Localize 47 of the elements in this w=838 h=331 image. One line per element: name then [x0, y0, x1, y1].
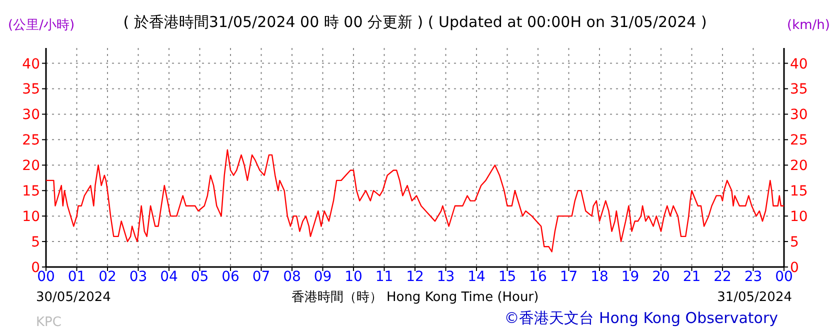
xtick: 20 — [652, 269, 670, 285]
y2tick: 25 — [790, 132, 808, 149]
ytick: 10 — [22, 209, 40, 226]
ytick: 5 — [31, 234, 40, 251]
xtick: 15 — [498, 269, 516, 285]
y2tick: 30 — [790, 107, 808, 124]
xtick: 06 — [222, 269, 240, 285]
xtick: 14 — [468, 269, 486, 285]
xlabel: 香港時間（時） Hong Kong Time (Hour) — [291, 290, 539, 305]
title: ( 於香港時間31/05/2024 00 時 00 分更新 ) ( Updated at 00:00H on 31/05/2024 ) — [123, 13, 707, 31]
y2tick: 35 — [790, 82, 808, 98]
y2label: (km/h) — [787, 18, 830, 33]
annotation: KPC — [36, 315, 62, 330]
annotation: ©香港天文台 Hong Kong Observatory — [504, 309, 778, 327]
xtick: 18 — [590, 269, 608, 285]
y2tick: 40 — [790, 56, 808, 72]
annotation: 30/05/2024 — [36, 290, 111, 305]
ytick: 30 — [22, 107, 40, 124]
ytick: 25 — [22, 132, 40, 149]
xtick: 09 — [314, 269, 332, 285]
xtick: 22 — [714, 269, 732, 285]
xtick: 16 — [529, 269, 547, 285]
ytick: 15 — [22, 184, 40, 200]
xtick: 01 — [68, 269, 86, 285]
ytick: 20 — [22, 158, 40, 174]
xtick: 08 — [283, 269, 301, 285]
ytick: 40 — [22, 56, 40, 72]
xtick: 21 — [682, 269, 701, 285]
y2tick: 15 — [790, 184, 808, 200]
xtick: 02 — [98, 269, 116, 285]
xtick: 10 — [344, 269, 362, 285]
ytick: 35 — [22, 82, 40, 98]
xtick: 03 — [129, 269, 148, 285]
xtick: 17 — [560, 269, 578, 285]
annotation: 31/05/2024 — [717, 290, 792, 305]
xtick: 05 — [190, 269, 209, 285]
xtick: 07 — [252, 269, 270, 285]
y2tick: 5 — [790, 234, 799, 251]
xtick: 19 — [621, 269, 640, 285]
xtick: 11 — [375, 269, 394, 285]
ylabel: (公里/小時) — [8, 18, 75, 33]
xtick: 12 — [406, 269, 424, 285]
y2tick: 20 — [790, 158, 808, 174]
xtick: 23 — [744, 269, 762, 285]
xtick: 13 — [436, 269, 455, 285]
y2tick: 10 — [790, 209, 808, 226]
xtick: 04 — [160, 269, 178, 285]
